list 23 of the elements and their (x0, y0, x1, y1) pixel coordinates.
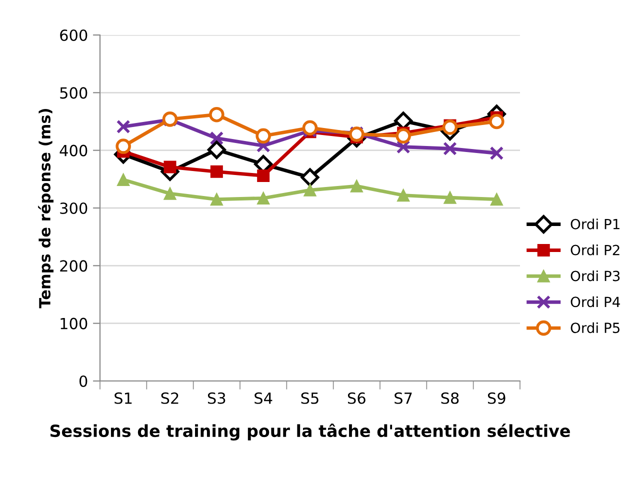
x-tick-label: S5 (301, 392, 318, 404)
y-tick-label: 300 (60, 202, 88, 214)
x-tick-label: S4 (254, 392, 272, 404)
legend-label: Ordi P5 (570, 322, 620, 334)
y-tick-label: 100 (60, 318, 88, 330)
x-axis-title: Sessions de training pour la tâche d'attention sélective (50, 424, 570, 440)
x-tick-label: S8 (441, 392, 459, 404)
x-tick-label: S3 (208, 392, 226, 404)
legend-label: Ordi P2 (570, 244, 620, 256)
y-tick-label: 400 (60, 144, 88, 156)
y-tick-label: 0 (79, 375, 88, 388)
x-tick-label: S6 (348, 392, 366, 404)
y-axis-title: Temps de réponse (ms) (38, 109, 54, 308)
legend-label: Ordi P4 (570, 296, 620, 308)
legend-label: Ordi P3 (570, 270, 620, 282)
x-tick-label: S9 (488, 392, 506, 404)
x-tick-label: S1 (114, 392, 132, 404)
y-tick-label: 600 (60, 29, 88, 42)
x-tick-label: S2 (161, 392, 178, 404)
y-tick-label: 500 (60, 87, 88, 99)
y-tick-label: 200 (60, 260, 88, 272)
legend-label: Ordi P1 (570, 218, 620, 230)
x-tick-label: S7 (394, 392, 412, 404)
